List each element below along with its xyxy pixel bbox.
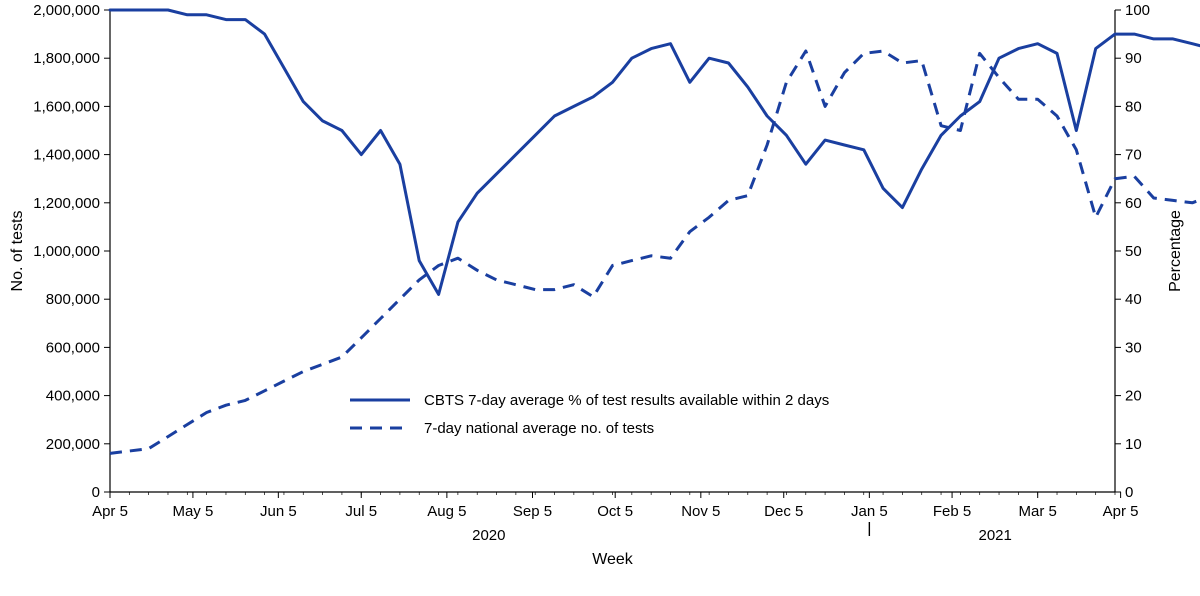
x-tick-label: Mar 5 — [1019, 503, 1057, 520]
y-right-tick-label: 10 — [1125, 436, 1142, 453]
x-tick-label: Feb 5 — [933, 503, 971, 520]
y-right-tick-label: 40 — [1125, 291, 1142, 308]
x-tick-label: Apr 5 — [1103, 503, 1139, 520]
x-tick-label: Aug 5 — [427, 503, 466, 520]
x-tick-label: Sep 5 — [513, 503, 552, 520]
y-right-tick-label: 100 — [1125, 2, 1150, 19]
x-tick-label: Oct 5 — [597, 503, 633, 520]
x-tick-label: May 5 — [172, 503, 213, 520]
x-axis-label: Week — [592, 551, 634, 568]
y-left-tick-label: 1,800,000 — [33, 50, 100, 67]
legend-label: CBTS 7-day average % of test results ava… — [424, 392, 829, 409]
y-left-axis-label: No. of tests — [9, 211, 26, 292]
chart-svg: 0 200,000 400,000 600,000 800,000 1,000,000 1,… — [0, 0, 1200, 596]
y-right-tick-label: 50 — [1125, 243, 1142, 260]
y-left-tick-label: 600,000 — [46, 339, 100, 356]
legend-label: 7-day national average no. of tests — [424, 420, 654, 437]
x-tick-label: Jul 5 — [345, 503, 377, 520]
y-right-axis-label: Percentage — [1167, 210, 1184, 292]
y-left-tick-label: 1,200,000 — [33, 195, 100, 212]
dual-axis-line-chart: 0 200,000 400,000 600,000 800,000 1,000,000 1,… — [0, 0, 1200, 596]
x-tick-label: Apr 5 — [92, 503, 128, 520]
y-left-tick-label: 2,000,000 — [33, 2, 100, 19]
x-year-label: 2021 — [978, 527, 1011, 544]
x-tick-label: Jun 5 — [260, 503, 297, 520]
y-left-tick-label: 400,000 — [46, 388, 100, 405]
y-left-tick-label: 0 — [92, 484, 100, 501]
y-left-tick-label: 200,000 — [46, 436, 100, 453]
y-left-tick-label: 800,000 — [46, 291, 100, 308]
y-right-tick-label: 0 — [1125, 484, 1133, 501]
x-tick-label: Nov 5 — [681, 503, 720, 520]
y-right-tick-label: 60 — [1125, 195, 1142, 212]
x-tick-label: Dec 5 — [764, 503, 803, 520]
y-right-tick-label: 90 — [1125, 50, 1142, 67]
x-tick-label: Jan 5 — [851, 503, 888, 520]
y-left-tick-label: 1,000,000 — [33, 243, 100, 260]
x-year-label: 2020 — [472, 527, 505, 544]
y-right-tick-label: 70 — [1125, 147, 1142, 164]
y-left-tick-label: 1,400,000 — [33, 147, 100, 164]
y-left-tick-label: 1,600,000 — [33, 98, 100, 115]
y-right-tick-label: 80 — [1125, 98, 1142, 115]
y-right-tick-label: 20 — [1125, 388, 1142, 405]
y-right-tick-label: 30 — [1125, 339, 1142, 356]
